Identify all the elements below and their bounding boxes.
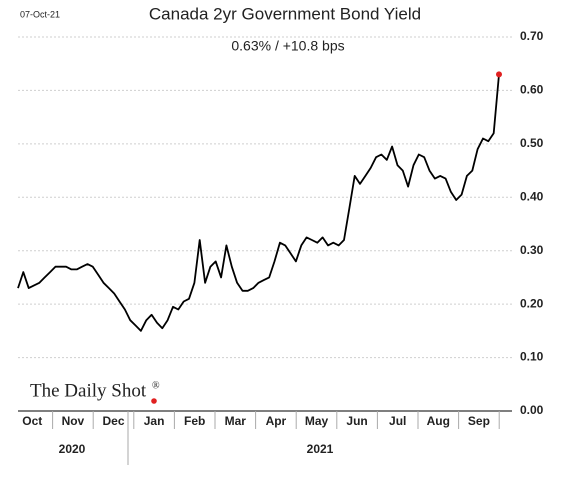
- watermark-dot: [151, 398, 157, 404]
- year-label: 2021: [307, 442, 334, 456]
- x-tick-label: Oct: [22, 414, 42, 428]
- x-tick-label: Feb: [184, 414, 205, 428]
- y-tick-label: 0.60: [520, 83, 544, 97]
- y-tick-label: 0.10: [520, 350, 544, 364]
- chart-subtitle: 0.63% / +10.8 bps: [231, 38, 344, 54]
- x-tick-label: Jul: [389, 414, 406, 428]
- y-tick-label: 0.00: [520, 403, 544, 417]
- x-tick-label: May: [305, 414, 329, 428]
- watermark-mark: ®: [152, 380, 160, 391]
- x-tick-label: Jun: [346, 414, 367, 428]
- x-tick-label: Mar: [225, 414, 247, 428]
- y-tick-label: 0.20: [520, 296, 544, 310]
- x-tick-label: Sep: [468, 414, 490, 428]
- x-tick-label: Nov: [62, 414, 85, 428]
- chart-title: Canada 2yr Government Bond Yield: [149, 4, 421, 23]
- y-tick-label: 0.70: [520, 29, 544, 43]
- watermark: The Daily Shot: [30, 380, 147, 401]
- y-tick-label: 0.50: [520, 136, 544, 150]
- x-tick-label: Jan: [144, 414, 165, 428]
- end-point: [496, 71, 502, 78]
- year-label: 2020: [59, 442, 86, 456]
- x-tick-label: Apr: [266, 414, 287, 428]
- y-tick-label: 0.30: [520, 243, 544, 257]
- x-tick-label: Aug: [427, 414, 450, 428]
- line: [17, 74, 500, 332]
- y-tick-label: 0.40: [520, 189, 544, 203]
- x-tick-label: Dec: [102, 414, 124, 428]
- date-label: 07-Oct-21: [20, 9, 60, 19]
